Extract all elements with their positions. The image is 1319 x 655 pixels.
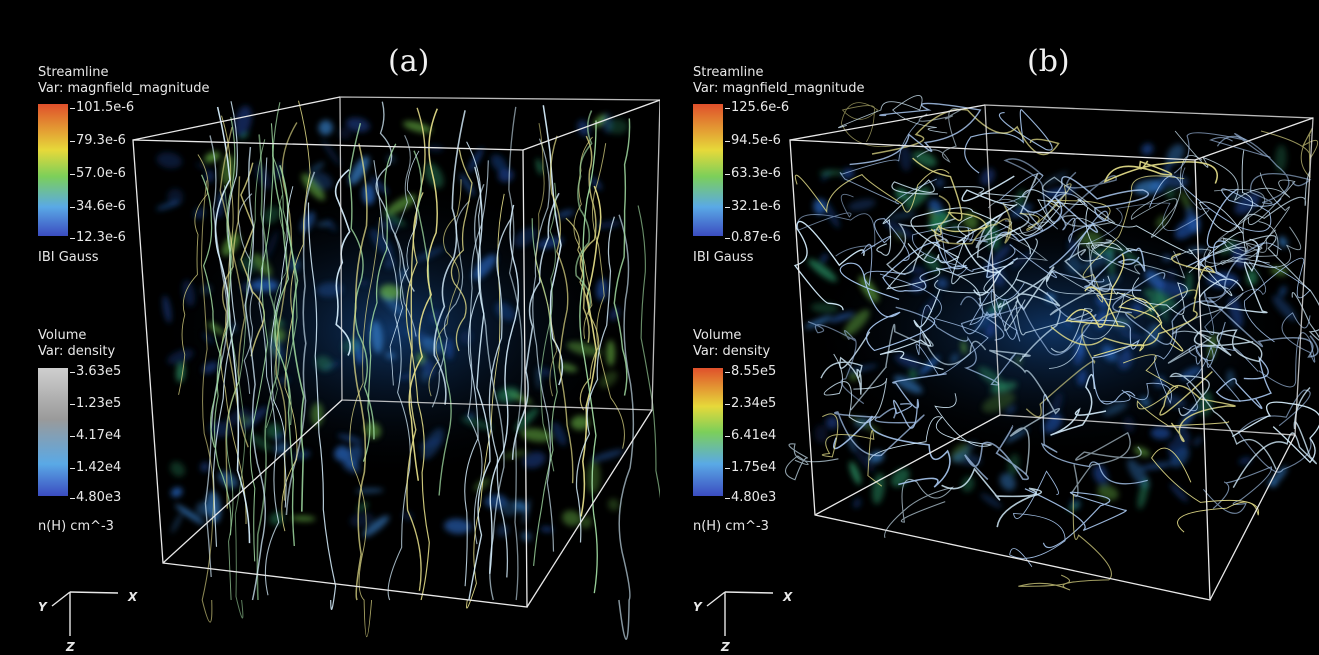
axis-y-label: Y bbox=[693, 600, 702, 614]
streamlines bbox=[785, 95, 1319, 591]
streamlines bbox=[178, 100, 660, 640]
streamline-colorbar bbox=[693, 104, 723, 236]
axis-z-label: Z bbox=[721, 640, 730, 654]
orientation-axes bbox=[51, 591, 119, 636]
volume-tick: 8.55e5 bbox=[724, 364, 777, 379]
orientation-axes bbox=[706, 591, 774, 636]
axis-x-label: X bbox=[783, 590, 793, 604]
streamline-unit: IBI Gauss bbox=[38, 250, 99, 265]
streamline-tick: 63.3e-6 bbox=[725, 166, 781, 181]
streamline-tick: 79.3e-6 bbox=[70, 133, 126, 148]
volume-colorbar bbox=[38, 368, 68, 496]
panel-a: (a) Streamline Var: magnfield_magnitude … bbox=[38, 44, 660, 654]
volume-tick: 1.75e4 bbox=[724, 460, 777, 475]
bounding-box bbox=[789, 104, 1314, 601]
panel-label: (b) bbox=[1027, 44, 1070, 79]
volume-render-a bbox=[51, 96, 660, 640]
volume-unit: n(H) cm^-3 bbox=[38, 519, 114, 534]
volume-tick: 3.63e5 bbox=[69, 364, 122, 379]
streamline-tick: 0.87e-6 bbox=[725, 230, 781, 245]
streamline-tick: 12.3e-6 bbox=[70, 230, 126, 245]
streamline-legend-title: Streamline bbox=[38, 65, 109, 80]
volume-tick: 6.41e4 bbox=[724, 428, 777, 443]
bounding-box bbox=[132, 96, 660, 608]
volume-render-b bbox=[706, 95, 1319, 636]
streamline-tick: 34.6e-6 bbox=[70, 199, 126, 214]
volume-colorbar bbox=[693, 368, 723, 496]
axis-y-label: Y bbox=[38, 600, 47, 614]
volume-legend-var: Var: density bbox=[693, 344, 771, 359]
volume-tick: 4.80e3 bbox=[724, 490, 777, 505]
axis-x-label: X bbox=[128, 590, 138, 604]
streamline-legend-title: Streamline bbox=[693, 65, 764, 80]
streamline-tick: 94.5e-6 bbox=[725, 133, 781, 148]
panel-b: (b) Streamline Var: magnfield_magnitude … bbox=[655, 0, 1319, 655]
volume-tick: 1.23e5 bbox=[69, 396, 122, 411]
volume-tick: 2.34e5 bbox=[724, 396, 777, 411]
streamline-legend-var: Var: magnfield_magnitude bbox=[38, 81, 210, 96]
volume-legend-var: Var: density bbox=[38, 344, 116, 359]
streamline-legend-var: Var: magnfield_magnitude bbox=[693, 81, 865, 96]
streamline-unit: IBI Gauss bbox=[693, 250, 754, 265]
panel-label: (a) bbox=[388, 44, 430, 79]
streamline-tick: 32.1e-6 bbox=[725, 199, 781, 214]
axis-z-label: Z bbox=[66, 640, 75, 654]
volume-legend-title: Volume bbox=[38, 328, 87, 343]
volume-tick: 1.42e4 bbox=[69, 460, 122, 475]
volume-legend-title: Volume bbox=[693, 328, 742, 343]
volume-tick: 4.17e4 bbox=[69, 428, 122, 443]
streamline-tick: 125.6e-6 bbox=[724, 100, 790, 115]
volume-unit: n(H) cm^-3 bbox=[693, 519, 769, 534]
volume-tick: 4.80e3 bbox=[69, 490, 122, 505]
streamline-tick: 101.5e-6 bbox=[69, 100, 135, 115]
streamline-tick: 57.0e-6 bbox=[70, 166, 126, 181]
streamline-colorbar bbox=[38, 104, 68, 236]
